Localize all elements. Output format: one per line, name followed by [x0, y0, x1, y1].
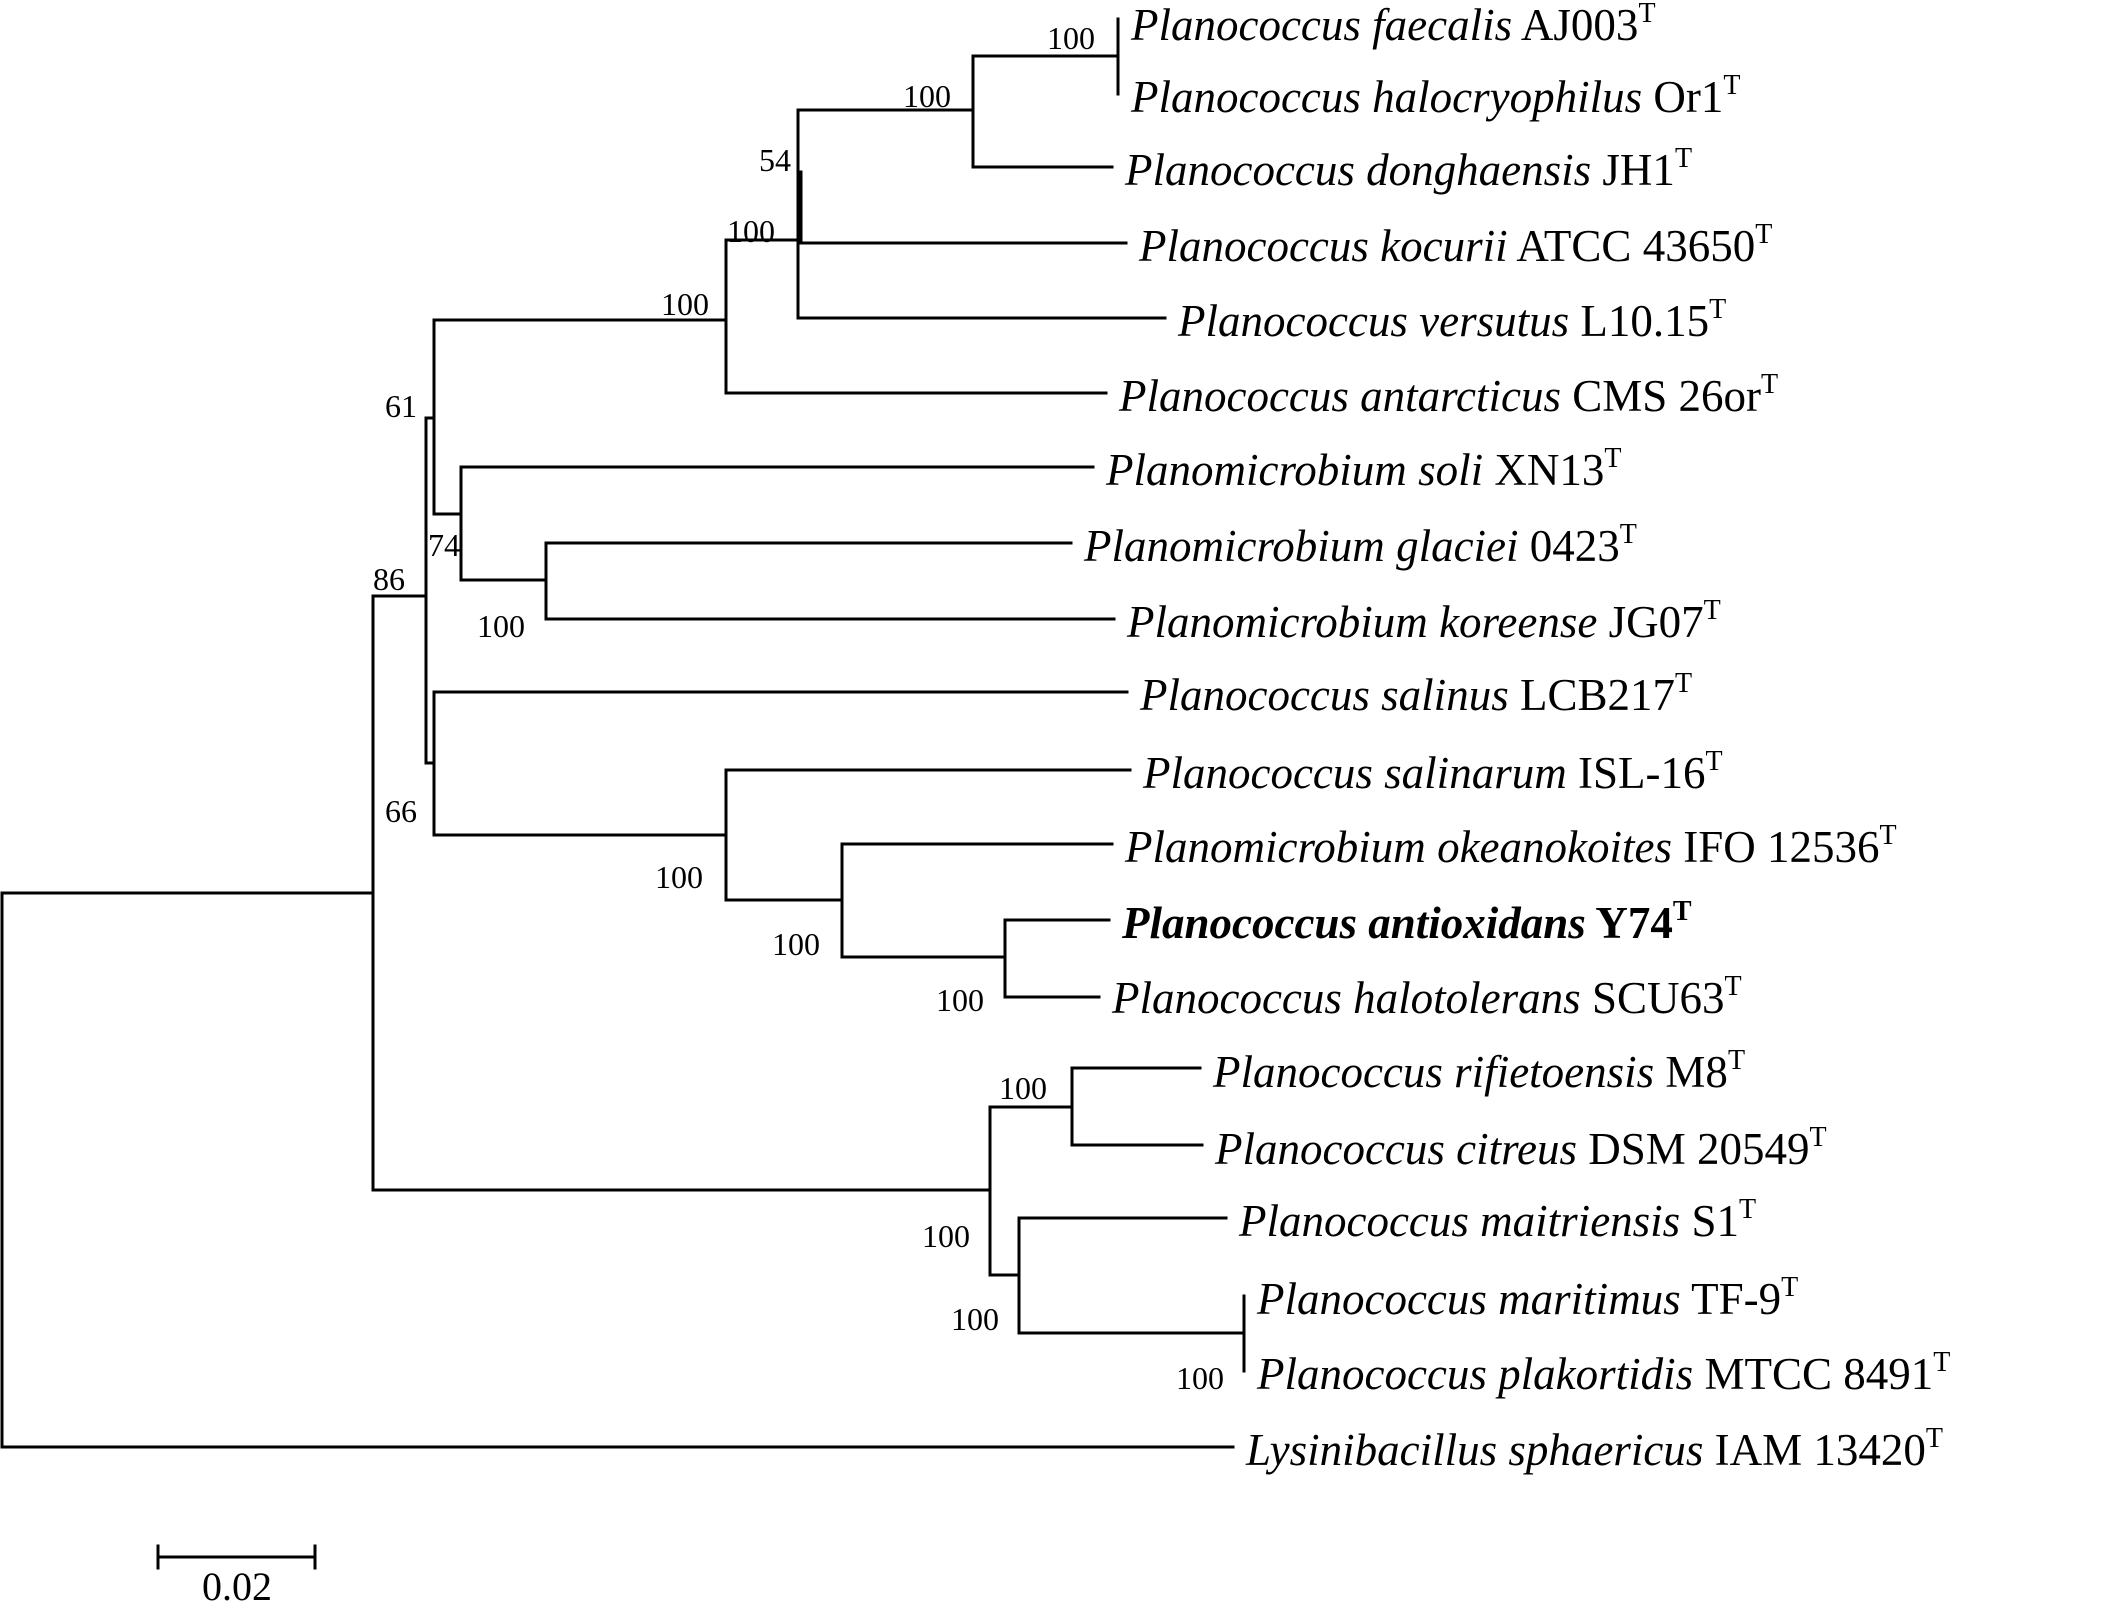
taxon-label-highlighted: Planococcus antioxidans Y74T: [1121, 896, 1692, 948]
taxon-label: Planococcus salinarum ISL-16T: [1142, 746, 1723, 798]
bootstrap-value: 100: [903, 78, 951, 114]
bootstrap-value: 100: [922, 1218, 970, 1254]
bootstrap-values: 100 100 54 100 100 61 74 100 86 66 100 1…: [373, 20, 1224, 1396]
taxon-label: Planococcus salinus LCB217T: [1139, 668, 1692, 720]
bootstrap-value: 54: [759, 142, 791, 178]
taxon-label: Planococcus donghaensis JH1T: [1124, 143, 1692, 195]
taxon-label: Planomicrobium okeanokoites IFO 12536T: [1124, 820, 1897, 872]
taxon-label: Planococcus halocryophilus Or1T: [1130, 70, 1741, 122]
taxon-label: Planococcus plakortidis MTCC 8491T: [1256, 1347, 1950, 1399]
bootstrap-value: 100: [727, 213, 775, 249]
taxon-labels: Planococcus faecalis AJ003T Planococcus …: [1083, 0, 1950, 1475]
taxon-label: Planococcus rifietoensis M8T: [1212, 1045, 1745, 1097]
bootstrap-value: 100: [772, 926, 820, 962]
bootstrap-value: 100: [661, 286, 709, 322]
taxon-label: Planococcus kocurii ATCC 43650T: [1138, 219, 1772, 271]
bootstrap-value: 61: [385, 388, 417, 424]
taxon-label: Planococcus citreus DSM 20549T: [1214, 1122, 1827, 1174]
taxon-label: Planococcus faecalis AJ003T: [1130, 0, 1656, 50]
bootstrap-value: 100: [655, 859, 703, 895]
bootstrap-value: 100: [1176, 1360, 1224, 1396]
bootstrap-value: 100: [477, 608, 525, 644]
bootstrap-value: 86: [373, 561, 405, 597]
taxon-label: Planomicrobium soli XN13T: [1105, 443, 1621, 495]
taxon-label: Planococcus halotolerans SCU63T: [1111, 971, 1742, 1023]
taxon-label: Planococcus maritimus TF-9T: [1256, 1272, 1798, 1324]
bootstrap-value: 74: [428, 527, 460, 563]
taxon-label: Planococcus maitriensis S1T: [1238, 1194, 1756, 1246]
scale-bar: 0.02: [156, 1544, 317, 1603]
bootstrap-value: 66: [385, 793, 417, 829]
taxon-label: Planomicrobium glaciei 0423T: [1083, 519, 1637, 571]
taxon-label: Planococcus versutus L10.15T: [1177, 294, 1726, 346]
bootstrap-value: 100: [936, 982, 984, 1018]
tree-branches: [0, 17, 1246, 1449]
bootstrap-value: 100: [951, 1301, 999, 1337]
bootstrap-value: 100: [1047, 20, 1095, 56]
taxon-label: Lysinibacillus sphaericus IAM 13420T: [1245, 1423, 1943, 1475]
scale-bar-label: 0.02: [202, 1564, 272, 1603]
taxon-label: Planomicrobium koreense JG07T: [1126, 595, 1721, 647]
bootstrap-value: 100: [999, 1070, 1047, 1106]
taxon-label: Planococcus antarcticus CMS 26orT: [1118, 369, 1778, 421]
